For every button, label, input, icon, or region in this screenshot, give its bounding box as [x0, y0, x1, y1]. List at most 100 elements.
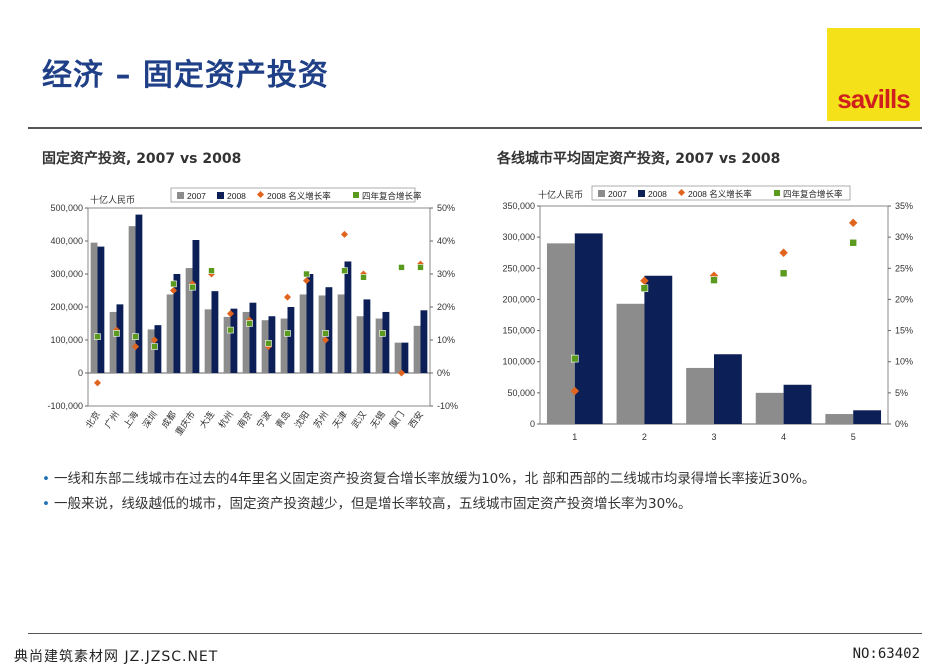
point-cagr — [640, 284, 649, 293]
legend-label: 2008 — [648, 189, 667, 199]
x-category-label: 南京 — [235, 409, 254, 430]
x-category-label: 西安 — [406, 409, 425, 430]
point-nominal-growth — [640, 276, 649, 285]
bar-2008 — [574, 233, 603, 424]
bar-2007 — [299, 294, 307, 373]
bar-2008 — [154, 325, 162, 373]
x-category-label: 青岛 — [273, 409, 292, 430]
point-cagr — [341, 267, 348, 274]
point-nominal-growth — [397, 369, 406, 377]
y-tick-label: 250,000 — [502, 263, 535, 273]
point-cagr — [170, 280, 177, 288]
bar-2007 — [280, 318, 288, 373]
y2-tick-label: 50% — [437, 203, 455, 213]
y2-tick-label: 30% — [895, 232, 913, 242]
footer-divider — [28, 633, 922, 634]
point-nominal-growth — [340, 230, 349, 238]
y2-tick-label: 20% — [437, 302, 455, 312]
legend-swatch — [598, 190, 605, 197]
bar-2008 — [853, 410, 882, 424]
bar-2007 — [223, 316, 231, 373]
bar-2008 — [230, 308, 238, 373]
chart-title-tier-average: 各线城市平均固定资产投资, 2007 vs 2008 — [497, 151, 781, 167]
bar-2007 — [128, 226, 136, 373]
point-cagr — [132, 333, 139, 340]
bar-2007 — [90, 242, 98, 373]
point-cagr — [379, 330, 386, 337]
x-category-label: 北京 — [83, 409, 102, 430]
legend-square-icon — [774, 190, 780, 196]
x-category-label: 成都 — [159, 409, 178, 430]
bar-2008 — [97, 246, 105, 373]
point-cagr — [571, 354, 579, 363]
y-tick-label: 200,000 — [502, 294, 535, 304]
legend-square-icon — [353, 192, 359, 198]
page-title: 经济 – 固定资产投资 — [42, 58, 329, 93]
point-nominal-growth — [150, 336, 159, 344]
point-cagr — [208, 267, 215, 274]
bullet-text: 一线和东部二线城市在过去的4年里名义固定资产投资复合增长率放缓为10%，北 部和… — [54, 471, 816, 487]
point-cagr — [227, 326, 234, 334]
point-cagr — [779, 269, 788, 278]
bar-2007 — [337, 294, 345, 373]
legend-label: 四年复合增长率 — [783, 189, 843, 199]
point-cagr — [360, 274, 367, 281]
point-cagr — [151, 343, 158, 350]
point-cagr — [417, 264, 424, 271]
y-tick-label: 100,000 — [502, 357, 535, 367]
y-tick-label: 50,000 — [507, 388, 535, 398]
legend-label: 2008 名义增长率 — [267, 191, 331, 201]
bar-2008 — [325, 287, 333, 373]
bar-2008 — [287, 307, 295, 373]
y-tick-label: 400,000 — [50, 236, 83, 246]
x-category-label: 深圳 — [141, 409, 160, 429]
y2-tick-label: 35% — [895, 201, 913, 211]
bar-2007 — [147, 329, 155, 373]
legend-box — [591, 185, 851, 201]
point-cagr — [398, 264, 405, 271]
point-nominal-growth — [131, 343, 140, 351]
x-category-label: 沈阳 — [292, 409, 311, 430]
x-category-label: 广州 — [102, 409, 121, 430]
y2-tick-label: 20% — [895, 294, 913, 304]
legend-diamond-icon — [256, 190, 265, 199]
point-cagr — [303, 270, 310, 278]
y2-tick-label: 15% — [895, 326, 913, 336]
bar-2007 — [375, 318, 383, 373]
y-tick-label: -100,000 — [47, 401, 83, 411]
bar-2008 — [249, 302, 257, 373]
bullet-item: • 一般来说，线级越低的城市，固定资产投资越少，但是增长率较高，五线城市固定资产投… — [42, 495, 912, 513]
bullet-dot-icon: • — [42, 496, 50, 512]
bar-2008 — [173, 274, 181, 373]
bar-2007 — [546, 243, 575, 424]
legend-label: 2007 — [608, 189, 627, 199]
y-tick-label: 150,000 — [502, 326, 535, 336]
point-cagr — [94, 333, 101, 340]
point-nominal-growth — [570, 386, 580, 396]
point-cagr — [113, 330, 120, 337]
x-category-label: 4 — [781, 432, 786, 442]
bar-2008 — [306, 274, 314, 373]
point-nominal-growth — [848, 218, 858, 228]
y2-tick-label: 10% — [437, 335, 455, 345]
bar-2008 — [192, 240, 200, 373]
bar-2007 — [242, 311, 250, 373]
bar-2008 — [401, 342, 409, 373]
point-nominal-growth — [321, 336, 330, 344]
point-nominal-growth — [93, 379, 102, 387]
bar-2008 — [344, 261, 352, 373]
point-nominal-growth — [169, 286, 178, 295]
point-cagr — [246, 320, 253, 327]
point-cagr — [849, 238, 858, 247]
y-axis-label: 十亿人民币 — [538, 189, 583, 200]
chart-title-investment: 固定资产投资, 2007 vs 2008 — [42, 151, 242, 167]
bar-2007 — [356, 316, 364, 373]
bar-2008 — [363, 299, 371, 373]
x-category-label: 宁波 — [254, 409, 273, 430]
bar-2008 — [116, 304, 124, 373]
point-nominal-growth — [226, 310, 235, 318]
x-category-label: 武汉 — [349, 409, 368, 430]
bar-2007 — [394, 342, 402, 373]
point-nominal-growth — [283, 293, 292, 301]
y-tick-label: 300,000 — [502, 232, 535, 242]
